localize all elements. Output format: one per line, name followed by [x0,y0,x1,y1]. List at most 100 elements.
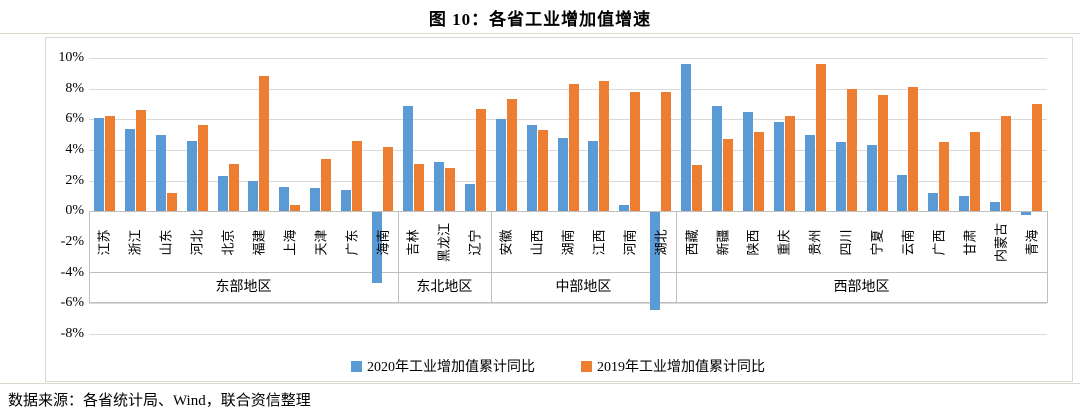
bar-2019 [352,140,363,212]
bar-2019 [321,159,332,212]
bar-2020 [93,117,104,212]
bar-2019 [784,116,795,212]
bar-2020 [402,105,413,212]
bar-2019 [1001,116,1012,212]
category-label: 陕西 [745,229,761,256]
category-label: 江西 [591,229,607,256]
bar-2020 [959,196,970,212]
bar-2019 [692,165,703,212]
bar-2020 [742,111,753,212]
region-label: 中部地区 [555,279,612,295]
region-label: 东部地区 [215,279,272,295]
region-separator [1047,211,1048,304]
category-label: 青海 [1024,229,1040,256]
category-label: 河北 [189,229,205,256]
gridline [89,150,1047,151]
bar-2020 [588,140,599,212]
bar-2020 [619,205,630,212]
gridline [89,58,1047,59]
bar-2020 [124,128,135,212]
bar-2020 [835,142,846,212]
region-label: 西部地区 [833,279,890,295]
bar-2019 [197,125,208,212]
bar-2019 [1032,104,1043,212]
category-label: 内蒙古 [993,223,1009,263]
region-separator [676,211,678,304]
bar-2019 [537,130,548,212]
region-label: 东北地区 [416,279,473,295]
category-label: 湖北 [653,229,669,256]
y-axis-tick-label: 6% [65,111,84,127]
bar-2020 [1021,212,1032,216]
y-axis-tick-label: -4% [60,264,84,280]
bar-2019 [383,146,394,212]
bar-2020 [155,134,166,212]
bar-2020 [557,137,568,212]
y-axis-tick-label: -2% [60,234,84,249]
chart-area: 10% 8% 6% 4% 2% 0% -2% -4% -6% -8% 东部地区 东北地区 中部地区 西部地… [45,37,1073,382]
bar-2019 [228,163,239,212]
region-label-band [89,272,1047,304]
bar-2019 [506,99,517,212]
y-axis-tick-label: -8% [60,326,84,341]
bar-2020 [248,180,259,212]
bar-2019 [970,131,981,212]
gridline [89,88,1047,90]
region-separator [490,211,492,304]
y-axis-tick-label: 10% [58,50,84,65]
bar-2019 [475,108,486,212]
bar-2020 [773,122,784,212]
bar-2020 [928,192,939,212]
category-label: 重庆 [776,229,792,256]
bar-2019 [815,64,826,212]
figure-title: 图 10：各省工业增加值增速 [428,10,652,29]
bar-2019 [166,192,177,212]
bar-2020 [279,186,290,212]
region-separator [89,211,90,304]
category-label: 广东 [344,229,360,256]
bar-2020 [526,125,537,212]
bar-2020 [495,119,506,212]
bar-2020 [186,140,197,212]
chart-legend: 2020年工业增加值累计同比 2019年工业增加值累计同比 [46,353,1070,379]
category-label: 吉林 [405,229,421,256]
category-label: 辽宁 [467,229,483,256]
bar-2020 [217,176,228,212]
category-label: 西藏 [684,229,700,256]
bar-2019 [753,131,764,212]
bar-2020 [310,188,321,212]
bar-2020 [341,189,352,212]
legend-swatch-icon [351,360,362,372]
bar-2020 [433,162,444,212]
bar-2019 [846,88,857,212]
category-label-band [89,211,1047,273]
bar-2019 [568,84,579,212]
bar-2019 [661,91,672,212]
category-label: 浙江 [127,229,143,256]
y-axis-tick-label: 2% [65,172,84,188]
y-axis-tick-label: 4% [65,142,84,157]
bar-2020 [712,105,723,212]
category-label: 上海 [282,229,298,256]
bar-2019 [444,168,455,212]
legend-swatch-icon [581,360,592,372]
category-label: 山东 [158,229,174,256]
bar-2019 [723,139,734,212]
gridline [89,334,1047,335]
bar-2019 [290,205,301,212]
bar-2019 [259,76,270,212]
bar-2019 [413,163,424,212]
chart-divider [0,383,1080,384]
category-label: 海南 [375,229,391,256]
category-label: 甘肃 [962,229,978,256]
category-label: 新疆 [715,229,731,256]
legend-item-2020: 2020年工业增加值累计同比 [351,356,535,376]
bar-2020 [650,212,661,311]
y-axis-tick-label: 0% [65,203,84,219]
category-label: 宁夏 [869,229,885,256]
category-label: 福建 [251,229,267,256]
category-label: 四川 [838,229,854,256]
bar-2020 [681,64,692,212]
category-label: 山西 [529,229,545,256]
legend-item-2019: 2019年工业增加值累计同比 [581,356,765,376]
